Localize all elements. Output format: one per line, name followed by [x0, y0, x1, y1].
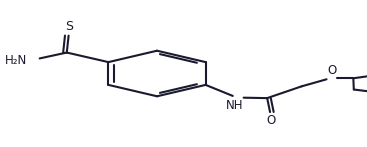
Text: O: O [328, 64, 337, 77]
Text: NH: NH [226, 99, 243, 112]
Text: H₂N: H₂N [5, 54, 27, 67]
Text: S: S [65, 20, 73, 33]
Text: O: O [266, 114, 275, 127]
